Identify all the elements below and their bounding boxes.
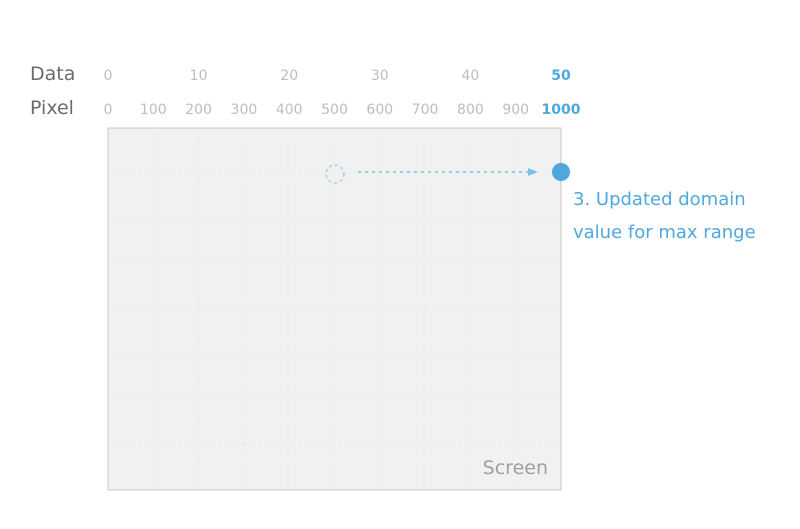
pixel-tick-700: 700 [412, 102, 439, 118]
data-row-label: Data [30, 63, 75, 85]
pixel-tick-600: 600 [366, 102, 393, 118]
annotation-line-2: value for max range [573, 222, 756, 243]
pixel-tick-0: 0 [104, 102, 113, 118]
pixel-tick-800: 800 [457, 102, 484, 118]
pixel-tick-300: 300 [231, 102, 258, 118]
screen-grid [109, 129, 560, 489]
data-tick-0: 0 [104, 68, 113, 84]
pixel-tick-100: 100 [140, 102, 167, 118]
screen-label: Screen [483, 457, 548, 479]
pixel-row-label: Pixel [30, 97, 74, 119]
screen-area [107, 127, 562, 491]
pixel-ticks: 0 100 200 300 400 500 600 700 800 900 1000 [104, 102, 581, 118]
previous-position-marker [325, 164, 345, 184]
data-ticks: 0 10 20 30 40 50 [104, 68, 571, 84]
data-tick-30: 30 [371, 68, 389, 84]
annotation-line-1: 3. Updated domain [573, 189, 746, 210]
updated-position-marker [552, 163, 570, 181]
move-arrow-head [528, 168, 538, 176]
pixel-tick-1000: 1000 [542, 102, 581, 118]
pixel-tick-500: 500 [321, 102, 348, 118]
data-tick-50: 50 [551, 68, 571, 84]
data-tick-20: 20 [280, 68, 298, 84]
pixel-tick-200: 200 [185, 102, 212, 118]
data-tick-10: 10 [190, 68, 208, 84]
pixel-tick-400: 400 [276, 102, 303, 118]
pixel-tick-900: 900 [502, 102, 529, 118]
data-tick-40: 40 [461, 68, 479, 84]
